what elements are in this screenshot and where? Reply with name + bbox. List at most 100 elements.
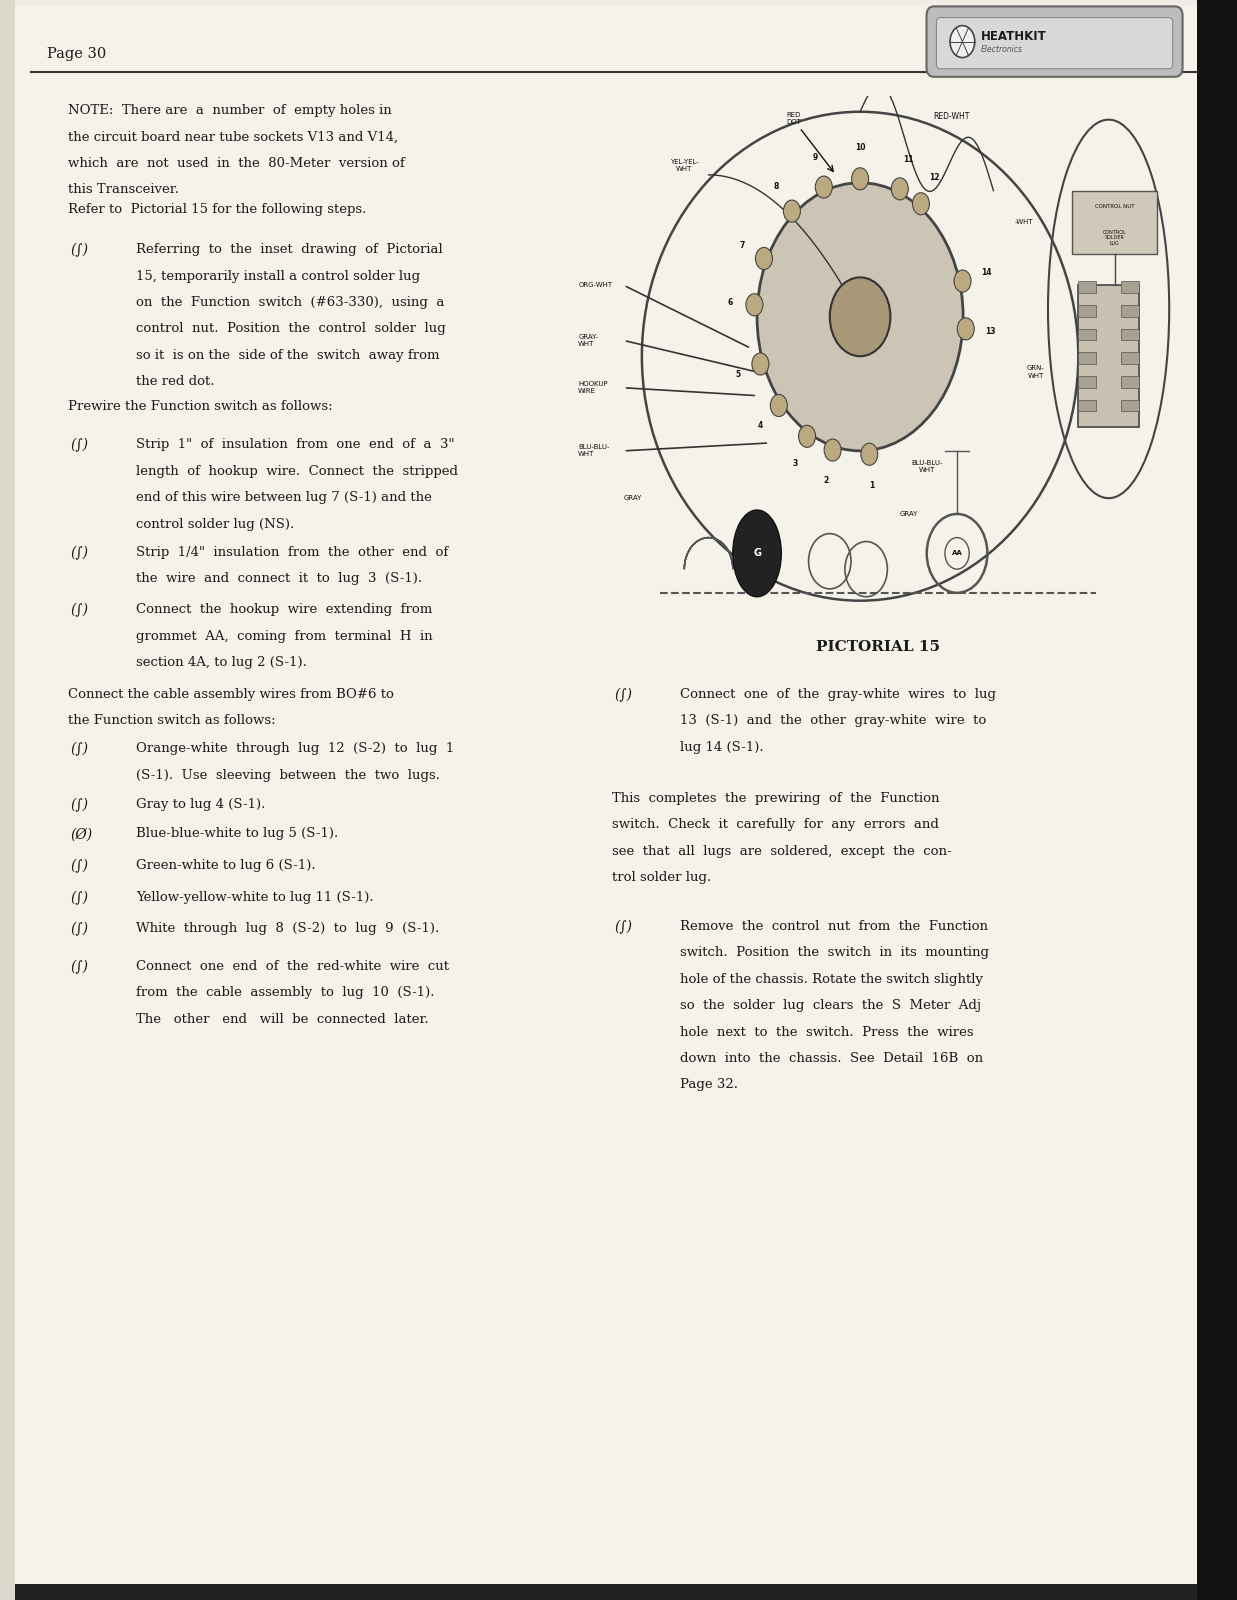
Text: G: G [753, 549, 761, 558]
Text: ORG-WHT: ORG-WHT [578, 282, 612, 288]
Text: The   other   end   will  be  connected  later.: The other end will be connected later. [136, 1013, 429, 1026]
Text: see  that  all  lugs  are  soldered,  except  the  con-: see that all lugs are soldered, except t… [612, 845, 952, 858]
Text: grommet  AA,  coming  from  terminal  H  in: grommet AA, coming from terminal H in [136, 629, 433, 643]
Text: the circuit board near tube sockets V13 and V14,: the circuit board near tube sockets V13 … [68, 130, 398, 144]
Text: control  nut.  Position  the  control  solder  lug: control nut. Position the control solder… [136, 322, 445, 336]
Text: lug 14 (S-1).: lug 14 (S-1). [680, 741, 764, 754]
Text: (∫): (∫) [71, 603, 89, 618]
Circle shape [824, 438, 841, 461]
Text: CONTROL
SOLDER
LUG: CONTROL SOLDER LUG [1103, 230, 1127, 246]
Text: 6: 6 [727, 298, 732, 307]
Text: control solder lug (NS).: control solder lug (NS). [136, 517, 294, 531]
Text: the Function switch as follows:: the Function switch as follows: [68, 714, 276, 728]
Text: 8: 8 [773, 182, 779, 192]
Text: Strip  1/4"  insulation  from  the  other  end  of: Strip 1/4" insulation from the other end… [136, 546, 448, 558]
Text: end of this wire between lug 7 (S-1) and the: end of this wire between lug 7 (S-1) and… [136, 491, 432, 504]
Text: 1: 1 [868, 482, 875, 490]
Bar [1079, 306, 1096, 317]
FancyBboxPatch shape [927, 6, 1183, 77]
Circle shape [815, 176, 833, 198]
Text: White  through  lug  8  (S-2)  to  lug  9  (S-1).: White through lug 8 (S-2) to lug 9 (S-1)… [136, 922, 439, 934]
Circle shape [830, 277, 891, 357]
Text: 10: 10 [855, 142, 866, 152]
Text: 13: 13 [985, 326, 995, 336]
Circle shape [950, 26, 975, 58]
Text: (∫): (∫) [71, 891, 89, 906]
Circle shape [799, 426, 815, 448]
Circle shape [861, 443, 878, 466]
Bar [1121, 376, 1139, 387]
Text: Blue-blue-white to lug 5 (S-1).: Blue-blue-white to lug 5 (S-1). [136, 827, 339, 840]
Text: (S-1).  Use  sleeving  between  the  two  lugs.: (S-1). Use sleeving between the two lugs… [136, 768, 440, 782]
Text: YEL-YEL-
WHT: YEL-YEL- WHT [670, 158, 699, 173]
Text: from  the  cable  assembly  to  lug  10  (S-1).: from the cable assembly to lug 10 (S-1). [136, 986, 434, 1000]
Text: Green-white to lug 6 (S-1).: Green-white to lug 6 (S-1). [136, 859, 315, 872]
Text: AA: AA [951, 550, 962, 557]
Bar [1121, 282, 1139, 293]
Bar [1079, 376, 1096, 387]
Text: (∫): (∫) [71, 438, 89, 453]
Text: Yellow-yellow-white to lug 11 (S-1).: Yellow-yellow-white to lug 11 (S-1). [136, 891, 374, 904]
Text: RED
DOT: RED DOT [785, 112, 800, 125]
Text: Remove  the  control  nut  from  the  Function: Remove the control nut from the Function [680, 920, 988, 933]
Circle shape [892, 178, 908, 200]
Circle shape [752, 354, 769, 374]
Bar [1121, 400, 1139, 411]
Text: GRAY-
WHT: GRAY- WHT [578, 334, 599, 347]
Text: BLU-BLU-
WHT: BLU-BLU- WHT [578, 445, 610, 458]
Text: HEATHKIT: HEATHKIT [981, 30, 1047, 43]
Bar [1079, 285, 1139, 427]
Text: on  the  Function  switch  (#63-330),  using  a: on the Function switch (#63-330), using … [136, 296, 444, 309]
Text: length  of  hookup  wire.  Connect  the  stripped: length of hookup wire. Connect the strip… [136, 464, 458, 478]
Text: Connect the cable assembly wires from BO#6 to: Connect the cable assembly wires from BO… [68, 688, 393, 701]
Text: 2: 2 [824, 477, 829, 485]
Text: Referring  to  the  inset  drawing  of  Pictorial: Referring to the inset drawing of Pictor… [136, 243, 443, 256]
Bar [1072, 190, 1157, 254]
Text: BLU-BLU-
WHT: BLU-BLU- WHT [910, 461, 943, 474]
Text: PICTORIAL 15: PICTORIAL 15 [816, 640, 940, 654]
Text: (∫): (∫) [71, 798, 89, 813]
Bar [1121, 328, 1139, 341]
Text: (∫): (∫) [71, 960, 89, 974]
Text: This  completes  the  prewiring  of  the  Function: This completes the prewiring of the Func… [612, 792, 940, 805]
Text: NOTE:  There are  a  number  of  empty holes in: NOTE: There are a number of empty holes … [68, 104, 392, 117]
Text: section 4A, to lug 2 (S-1).: section 4A, to lug 2 (S-1). [136, 656, 307, 669]
Bar [15, 1584, 1197, 1600]
Circle shape [913, 192, 929, 214]
Text: the red dot.: the red dot. [136, 374, 214, 389]
Text: (Ø): (Ø) [71, 827, 93, 842]
Text: Prewire the Function switch as follows:: Prewire the Function switch as follows: [68, 400, 333, 413]
Text: which  are  not  used  in  the  80-Meter  version of: which are not used in the 80-Meter versi… [68, 157, 404, 170]
Text: (∫): (∫) [615, 688, 633, 702]
Circle shape [771, 395, 787, 416]
Text: hole  next  to  the  switch.  Press  the  wires: hole next to the switch. Press the wires [680, 1026, 974, 1038]
Text: Page 30: Page 30 [47, 48, 106, 61]
Text: Refer to  Pictorial 15 for the following steps.: Refer to Pictorial 15 for the following … [68, 203, 366, 216]
Text: switch.  Position  the  switch  in  its  mounting: switch. Position the switch in its mount… [680, 947, 990, 960]
Text: down  into  the  chassis.  See  Detail  16B  on: down into the chassis. See Detail 16B on [680, 1053, 983, 1066]
Text: so it  is on the  side of the  switch  away from: so it is on the side of the switch away … [136, 349, 439, 362]
Text: 14: 14 [981, 269, 991, 277]
Circle shape [783, 200, 800, 222]
Bar [1079, 282, 1096, 293]
Bar [1079, 328, 1096, 341]
Text: Page 32.: Page 32. [680, 1078, 738, 1091]
FancyBboxPatch shape [936, 18, 1173, 69]
Text: (∫): (∫) [71, 243, 89, 258]
Text: GRAY: GRAY [899, 510, 918, 517]
Text: 9: 9 [813, 154, 818, 162]
Text: 15, temporarily install a control solder lug: 15, temporarily install a control solder… [136, 269, 421, 283]
Text: Strip  1"  of  insulation  from  one  end  of  a  3": Strip 1" of insulation from one end of a… [136, 438, 454, 451]
Bar [1079, 352, 1096, 365]
Text: Electronics: Electronics [981, 45, 1023, 54]
Text: 7: 7 [740, 240, 745, 250]
Text: hole of the chassis. Rotate the switch slightly: hole of the chassis. Rotate the switch s… [680, 973, 983, 986]
Text: switch.  Check  it  carefully  for  any  errors  and: switch. Check it carefully for any error… [612, 818, 939, 832]
Text: 13  (S-1)  and  the  other  gray-white  wire  to: 13 (S-1) and the other gray-white wire t… [680, 714, 987, 728]
Text: Orange-white  through  lug  12  (S-2)  to  lug  1: Orange-white through lug 12 (S-2) to lug… [136, 742, 454, 755]
Text: Connect  one  of  the  gray-white  wires  to  lug: Connect one of the gray-white wires to l… [680, 688, 996, 701]
Circle shape [756, 248, 772, 269]
Bar [1121, 352, 1139, 365]
Ellipse shape [732, 510, 782, 597]
Text: 3: 3 [793, 459, 798, 469]
